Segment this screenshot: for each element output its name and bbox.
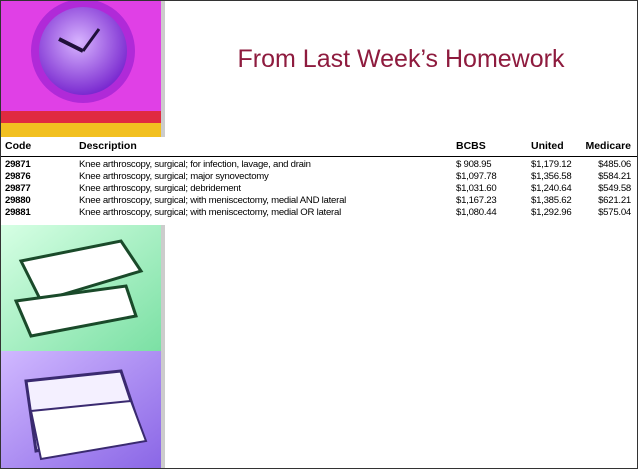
description-cell: Knee arthroscopy, surgical; major synove… xyxy=(79,171,269,182)
united-cell: $1,240.64 xyxy=(531,183,571,194)
united-cell: $1,385.62 xyxy=(531,195,571,206)
united-cell: United xyxy=(531,140,564,152)
bcbs-cell: $1,080.44 xyxy=(456,207,496,218)
slide: From Last Week’s Homework Code Descriptio… xyxy=(0,0,638,469)
header-rule xyxy=(1,156,637,157)
bcbs-cell: $ 908.95 xyxy=(456,159,491,170)
description-cell: Knee arthroscopy, surgical; with menisce… xyxy=(79,207,341,218)
medicare-cell: Medicare xyxy=(585,140,631,152)
medicare-cell: $575.04 xyxy=(598,207,631,218)
description-cell: Description xyxy=(79,140,137,152)
description-cell: Knee arthroscopy, surgical; debridement xyxy=(79,183,241,194)
slide-title: From Last Week’s Homework xyxy=(181,45,621,74)
code-cell: 29871 xyxy=(5,159,30,170)
description-cell: Knee arthroscopy, surgical; with menisce… xyxy=(79,195,346,206)
medicare-cell: $621.21 xyxy=(598,195,631,206)
united-cell: $1,179.12 xyxy=(531,159,571,170)
united-cell: $1,292.96 xyxy=(531,207,571,218)
code-cell: Code xyxy=(5,140,31,152)
medicare-cell: $485.06 xyxy=(598,159,631,170)
code-cell: 29877 xyxy=(5,183,30,194)
decorative-images xyxy=(1,1,171,469)
bcbs-cell: $1,097.78 xyxy=(456,171,496,182)
bcbs-cell: BCBS xyxy=(456,140,486,152)
medicare-cell: $584.21 xyxy=(598,171,631,182)
united-cell: $1,356.58 xyxy=(531,171,571,182)
bcbs-cell: $1,031.60 xyxy=(456,183,496,194)
bcbs-cell: $1,167.23 xyxy=(456,195,496,206)
fee-table: Code Description BCBS United Medicare 29871 Kn… xyxy=(1,137,637,225)
medicare-cell: $549.58 xyxy=(598,183,631,194)
code-cell: 29880 xyxy=(5,195,30,206)
description-cell: Knee arthroscopy, surgical; for infectio… xyxy=(79,159,311,170)
code-cell: 29881 xyxy=(5,207,30,218)
code-cell: 29876 xyxy=(5,171,30,182)
